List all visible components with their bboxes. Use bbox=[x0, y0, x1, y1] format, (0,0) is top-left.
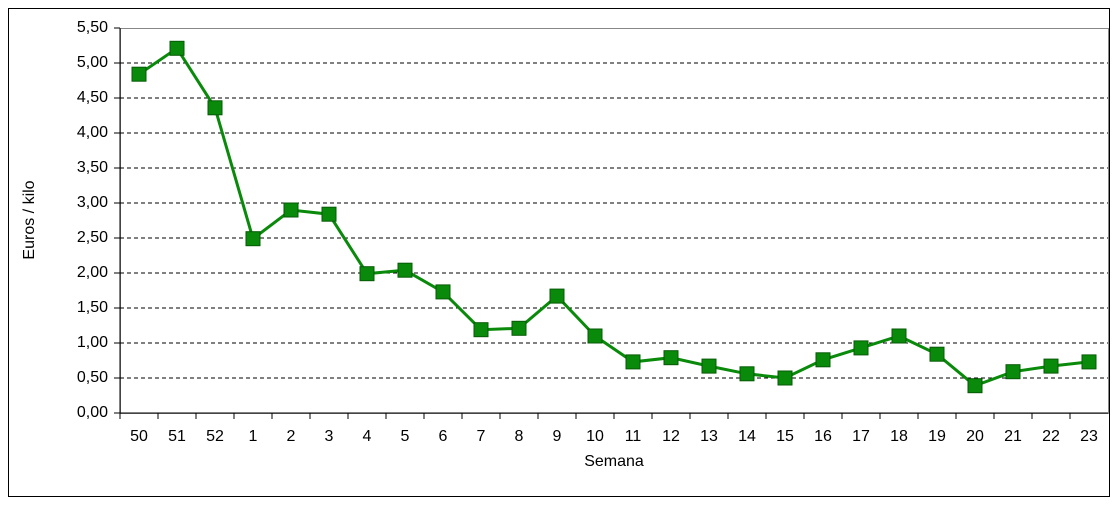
point-marker bbox=[815, 352, 831, 368]
x-tick-label: 2 bbox=[287, 428, 296, 445]
point-marker bbox=[435, 284, 451, 300]
y-tick-label: 0,50 bbox=[77, 369, 108, 386]
point-marker bbox=[587, 328, 603, 344]
x-tick-label: 19 bbox=[928, 428, 946, 445]
point-marker bbox=[397, 262, 413, 278]
x-tick-label: 14 bbox=[738, 428, 756, 445]
point-marker bbox=[207, 100, 223, 116]
point-marker bbox=[511, 320, 527, 336]
point-marker bbox=[283, 202, 299, 218]
point-marker bbox=[169, 40, 185, 56]
point-marker bbox=[245, 231, 261, 247]
y-tick-label: 2,00 bbox=[77, 264, 108, 281]
y-tick-label: 2,50 bbox=[77, 229, 108, 246]
point-marker bbox=[929, 346, 945, 362]
y-tick-label: 3,00 bbox=[77, 194, 108, 211]
y-axis-label: Euros / kilo bbox=[21, 180, 38, 259]
y-tick-label: 5,50 bbox=[77, 19, 108, 36]
y-tick-label: 1,00 bbox=[77, 334, 108, 351]
point-marker bbox=[321, 206, 337, 222]
point-marker bbox=[131, 66, 147, 82]
y-tick-label: 1,50 bbox=[77, 299, 108, 316]
x-tick-label: 10 bbox=[586, 428, 604, 445]
point-marker bbox=[891, 328, 907, 344]
x-tick-label: 16 bbox=[814, 428, 832, 445]
x-tick-label: 21 bbox=[1004, 428, 1022, 445]
x-tick-label: 7 bbox=[477, 428, 486, 445]
x-tick-label: 3 bbox=[325, 428, 334, 445]
x-tick-label: 5 bbox=[401, 428, 410, 445]
x-tick-label: 11 bbox=[625, 428, 642, 445]
x-tick-label: 15 bbox=[776, 428, 794, 445]
plot-area bbox=[120, 28, 1109, 414]
x-tick-label: 6 bbox=[439, 428, 448, 445]
x-tick-label: 23 bbox=[1080, 428, 1098, 445]
point-marker bbox=[549, 288, 565, 304]
point-marker bbox=[777, 370, 793, 386]
x-tick-label: 4 bbox=[363, 428, 372, 445]
point-marker bbox=[359, 266, 375, 282]
x-tick-label: 22 bbox=[1042, 428, 1060, 445]
y-tick-label: 0,00 bbox=[77, 404, 108, 421]
point-marker bbox=[739, 366, 755, 382]
x-tick-label: 52 bbox=[206, 428, 224, 445]
point-marker bbox=[625, 354, 641, 370]
point-marker bbox=[473, 322, 489, 338]
x-tick-label: 17 bbox=[852, 428, 870, 445]
point-marker bbox=[663, 350, 679, 366]
x-tick-label: 20 bbox=[966, 428, 984, 445]
point-marker bbox=[1043, 358, 1059, 374]
point-marker bbox=[853, 340, 869, 356]
x-tick-label: 13 bbox=[700, 428, 718, 445]
x-tick-label: 8 bbox=[515, 428, 524, 445]
x-tick-label: 9 bbox=[553, 428, 562, 445]
x-tick-label: 18 bbox=[890, 428, 908, 445]
x-tick-label: 51 bbox=[168, 428, 186, 445]
point-marker bbox=[1005, 364, 1021, 380]
y-tick-label: 3,50 bbox=[77, 159, 108, 176]
x-axis-label: Semana bbox=[584, 453, 644, 470]
point-marker bbox=[701, 358, 717, 374]
x-tick-label: 12 bbox=[662, 428, 680, 445]
y-tick-label: 5,00 bbox=[77, 54, 108, 71]
point-marker bbox=[1081, 354, 1097, 370]
x-tick-label: 50 bbox=[130, 428, 148, 445]
y-tick-label: 4,00 bbox=[77, 124, 108, 141]
y-tick-label: 4,50 bbox=[77, 89, 108, 106]
point-marker bbox=[967, 378, 983, 394]
x-tick-label: 1 bbox=[249, 428, 258, 445]
